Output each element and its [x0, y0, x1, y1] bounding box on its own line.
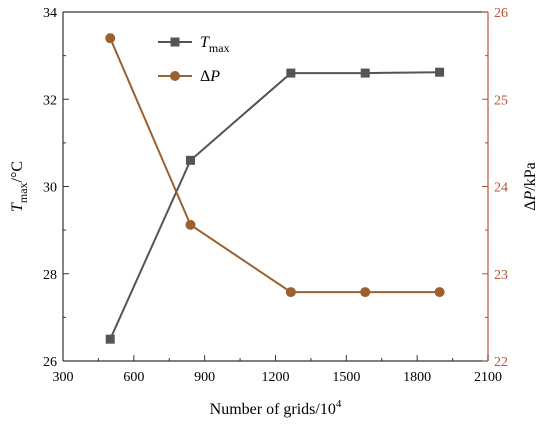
x-axis-title: Number of grids/104 [210, 398, 342, 418]
series-0-point [105, 334, 115, 344]
right-y-tick-label: 25 [494, 93, 508, 108]
x-tick-label: 300 [53, 370, 74, 385]
left-y-axis-title: Tmax/°C [9, 161, 30, 212]
series-1-point [360, 287, 371, 298]
right-y-tick-label: 26 [494, 6, 508, 21]
right-y-tick-label: 22 [494, 355, 508, 370]
series-0-point [435, 67, 445, 77]
series-0-point [286, 68, 296, 78]
series-0-point [186, 155, 195, 165]
x-tick-label: 600 [123, 370, 144, 385]
x-tick-label: 1200 [262, 370, 290, 385]
x-tick-label: 2100 [474, 370, 502, 385]
x-axis: 300 600 900 1200 1500 1800 2100 [53, 355, 502, 385]
right-y-axis-title-unit: /kPa [522, 162, 539, 190]
series-1-point [434, 287, 445, 298]
left-y-tick-label: 30 [43, 181, 57, 196]
legend-label-1: ΔP [200, 68, 220, 85]
x-tick-label: 1500 [332, 370, 360, 385]
x-tick-label: 900 [194, 370, 215, 385]
x-axis-title-text: Number of grids/10 [210, 401, 336, 418]
left-y-tick-label: 32 [43, 93, 57, 108]
left-y-axis-title-unit: /°C [9, 161, 26, 183]
x-axis-title-superscript: 4 [336, 398, 342, 410]
series-1-point [105, 33, 116, 44]
right-y-axis: 22 23 24 25 26 [482, 6, 508, 370]
legend-label-0: Tmax [200, 34, 230, 55]
left-y-axis-title-sub: max [16, 182, 30, 203]
left-y-tick-label: 28 [43, 268, 57, 283]
left-y-tick-label: 26 [43, 355, 57, 370]
left-y-axis-title-var: T [9, 202, 26, 212]
plot-frame [62, 11, 489, 362]
right-y-axis-title-delta: Δ [522, 200, 539, 210]
x-tick-label: 1800 [403, 370, 431, 385]
series-layer [105, 33, 445, 344]
series-line-0 [109, 71, 440, 340]
left-y-axis: 26 28 30 32 34 [43, 6, 69, 370]
legend: Tmax ΔP [158, 34, 230, 85]
right-y-axis-title-var: P [522, 190, 539, 201]
left-y-tick-label: 34 [43, 6, 57, 21]
legend-marker-1 [170, 71, 180, 81]
series-1-point [285, 287, 296, 298]
legend-marker-0 [170, 37, 180, 47]
right-y-tick-label: 23 [494, 268, 508, 283]
series-1-point [185, 219, 196, 230]
right-y-axis-title: ΔP/kPa [522, 162, 539, 211]
right-y-tick-label: 24 [494, 181, 508, 196]
series-0-point [360, 68, 370, 78]
